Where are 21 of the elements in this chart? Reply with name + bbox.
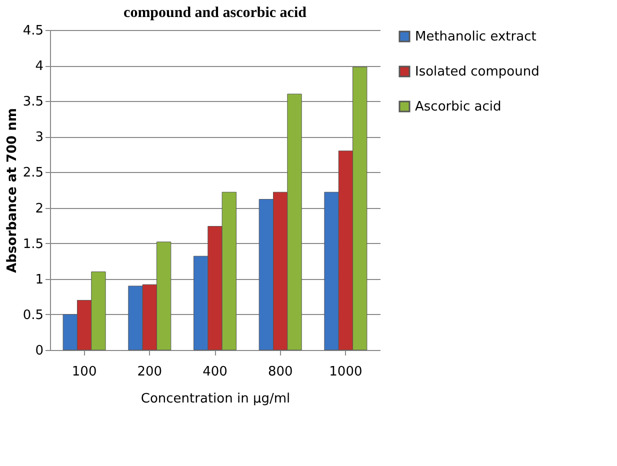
legend-label: Methanolic extract <box>415 30 536 44</box>
y-tick-label: 4.5 <box>22 24 44 38</box>
y-tick-label: 3.5 <box>22 94 44 110</box>
chart-title: compound and ascorbic acid <box>124 5 308 21</box>
y-tick-label: 3 <box>35 130 44 146</box>
legend-label: Ascorbic acid <box>415 100 502 114</box>
x-tick-label: 800 <box>268 364 293 380</box>
x-tick-label: 1000 <box>329 364 362 380</box>
y-axis-title: Absorbance at 700 nm <box>4 108 20 273</box>
x-axis-title: Concentration in µg/ml <box>140 392 290 406</box>
y-tick-label: 4 <box>35 59 44 74</box>
y-tick-label: 1.5 <box>22 236 44 252</box>
y-tick-label: 0.5 <box>22 308 44 323</box>
y-tick-label: 1 <box>35 272 44 288</box>
x-tick-label: 100 <box>72 364 97 380</box>
y-tick-label: 2 <box>35 201 44 216</box>
y-tick-label: 0 <box>35 344 44 358</box>
x-tick-label: 400 <box>202 364 228 380</box>
y-tick-label: 2.5 <box>22 166 44 181</box>
legend-label: Isolated compound <box>415 64 540 80</box>
x-tick-label: 200 <box>137 364 162 380</box>
